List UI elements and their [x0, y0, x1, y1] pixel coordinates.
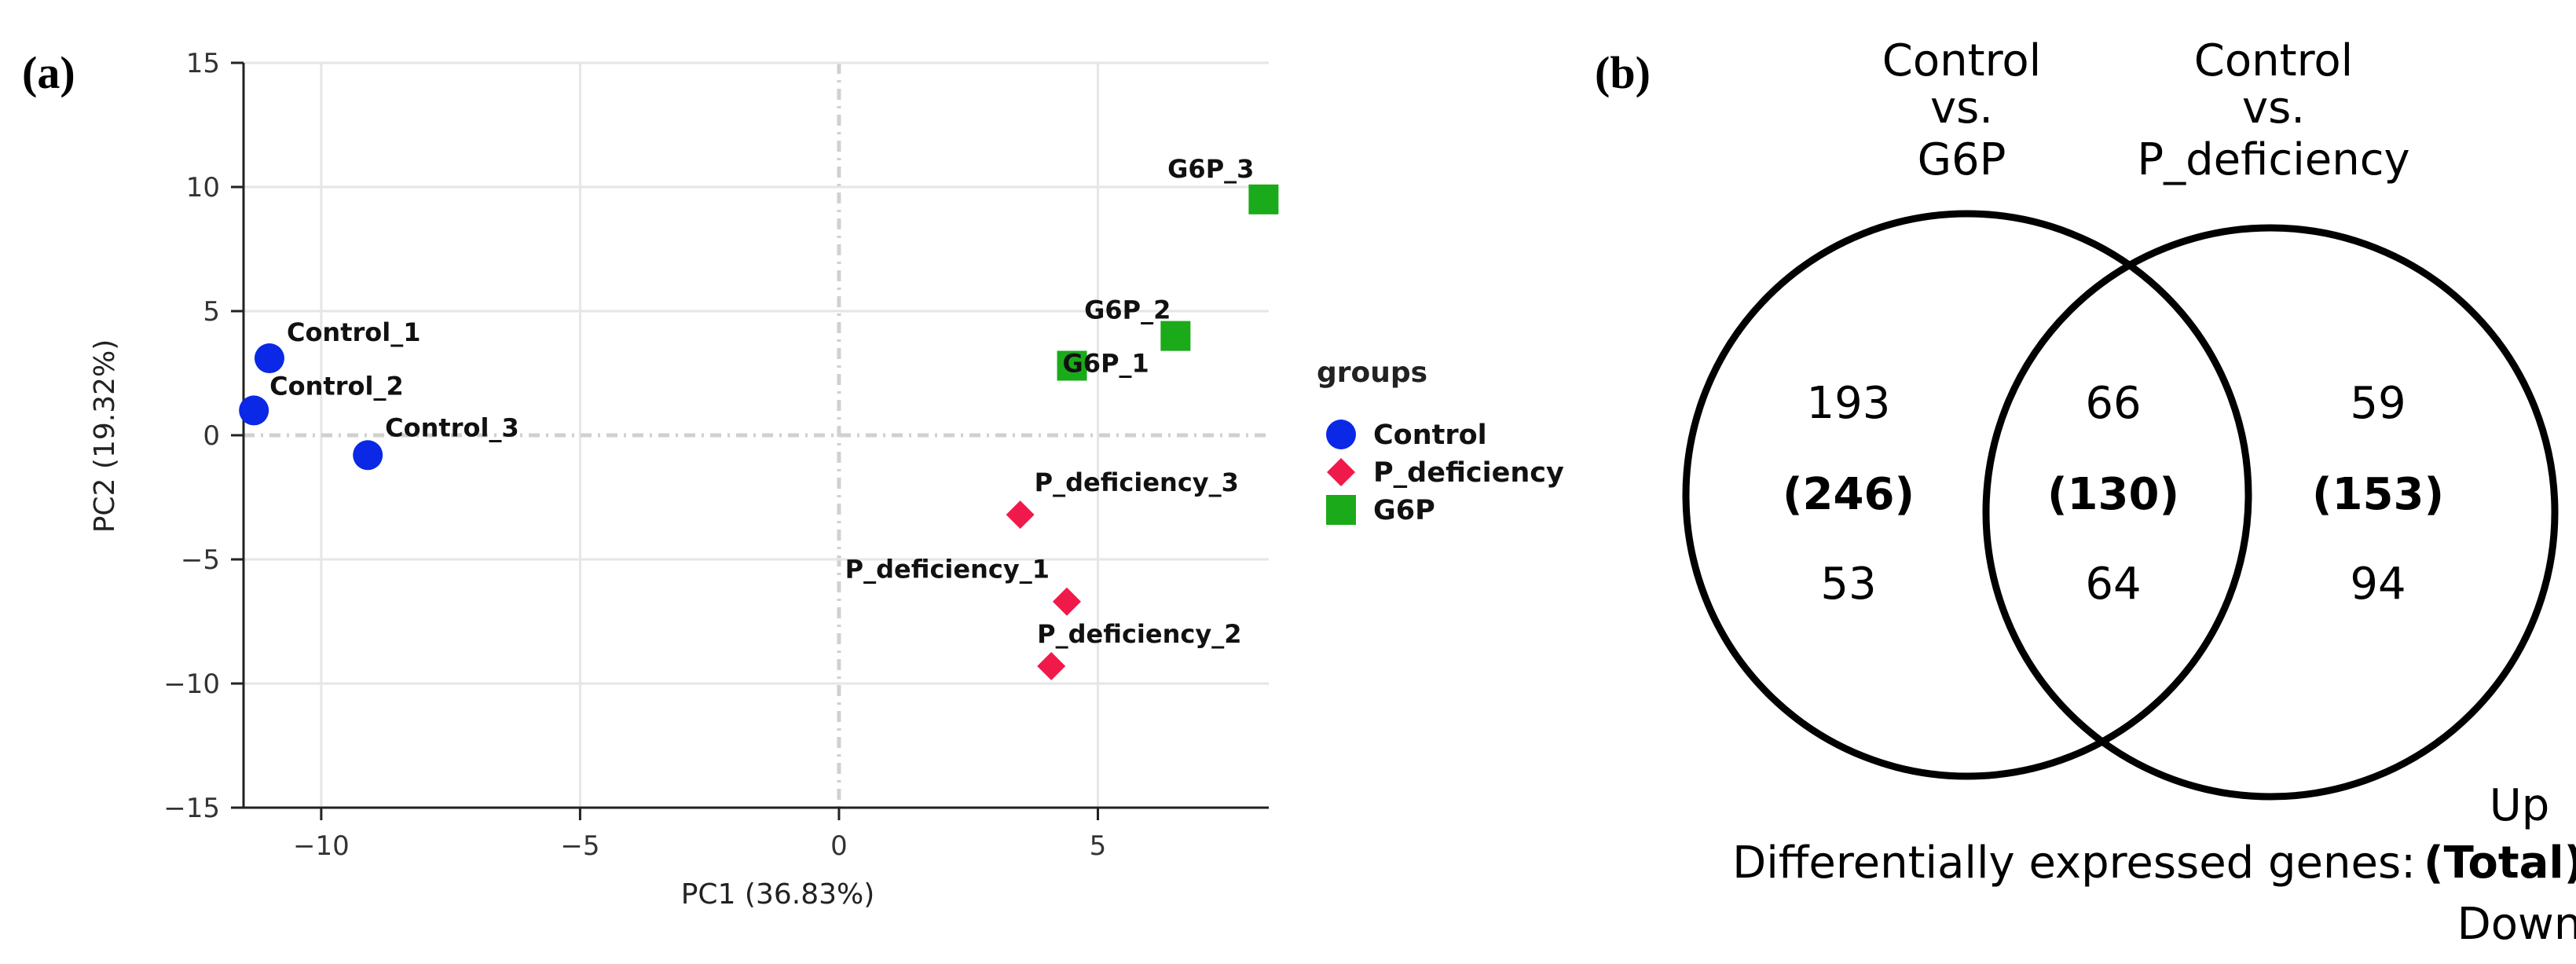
key-prefix: Differentially expressed genes: — [1732, 838, 2416, 889]
point-g6p-1 — [1057, 350, 1087, 381]
set-title-right: Control vs. P_deficiency — [2137, 35, 2409, 185]
key-total: (Total) — [2424, 838, 2576, 889]
venn-key: Up Differentially expressed genes: (Tota… — [1732, 780, 2576, 950]
point-control-3 — [353, 440, 383, 471]
point-p-deficiency-1 — [1052, 587, 1081, 616]
set-title-left-line-2: vs. — [1930, 82, 1993, 134]
y-tick-label: −5 — [181, 544, 220, 576]
set-title-left: Control vs. G6P — [1882, 35, 2041, 185]
legend-marker-g6p — [1326, 495, 1356, 525]
legend-marker-control — [1326, 420, 1356, 449]
set-title-right-line-1: Control — [2194, 35, 2353, 86]
venn-region-right: 59 (153) 94 — [2312, 378, 2444, 610]
legend-label: P_deficiency — [1373, 457, 1564, 489]
y-tick-label: 10 — [186, 172, 220, 203]
x-tick-label: −10 — [293, 830, 350, 862]
x-tick-label: −5 — [560, 830, 599, 862]
venn-left-total: (246) — [1783, 469, 1915, 520]
venn-circle-left — [1682, 210, 2252, 780]
point-control-2 — [239, 395, 269, 426]
point-label: P_deficiency_3 — [1035, 467, 1239, 497]
y-axis-label: PC2 (19.32%) — [89, 339, 121, 533]
venn-right-up: 59 — [2350, 378, 2406, 429]
point-label: Control_1 — [287, 317, 421, 347]
point-label: G6P_3 — [1167, 154, 1254, 184]
venn-region-left: 193 (246) 53 — [1783, 378, 1915, 610]
venn-right-down: 94 — [2350, 559, 2406, 610]
point-label: P_deficiency_2 — [1037, 619, 1241, 649]
pca-points — [239, 184, 1279, 680]
pca-y-tick-labels: 15 10 5 0 −5 −10 −15 — [163, 48, 220, 824]
y-tick-label: −10 — [163, 669, 220, 700]
point-p-deficiency-2 — [1037, 651, 1066, 680]
venn-intersection-total: (130) — [2047, 469, 2179, 520]
point-g6p-3 — [1248, 184, 1279, 214]
point-label: Control_2 — [269, 371, 404, 401]
legend-label: Control — [1373, 420, 1487, 451]
y-tick-label: 15 — [186, 48, 220, 79]
set-title-left-line-1: Control — [1882, 35, 2041, 86]
y-tick-label: 0 — [203, 420, 220, 452]
legend: groups Control P_deficiency G6P — [1317, 357, 1564, 526]
venn-region-intersection: 66 (130) 64 — [2047, 378, 2179, 610]
legend-marker-p-deficiency — [1327, 458, 1355, 486]
point-control-1 — [254, 343, 284, 374]
venn-intersection-up: 66 — [2085, 378, 2141, 429]
x-tick-label: 0 — [830, 830, 848, 862]
set-title-left-line-3: G6P — [1918, 134, 2006, 185]
legend-label: G6P — [1373, 495, 1435, 526]
key-down: Down — [2457, 899, 2576, 950]
point-g6p-2 — [1160, 321, 1191, 351]
legend-title: groups — [1317, 357, 1427, 389]
key-up: Up — [2490, 780, 2550, 831]
set-title-right-line-3: P_deficiency — [2137, 134, 2409, 185]
venn-left-down: 53 — [1820, 559, 1876, 610]
point-label: G6P_1 — [1063, 349, 1149, 379]
pca-axes — [231, 61, 1269, 820]
y-tick-label: 5 — [203, 296, 220, 328]
set-title-right-line-2: vs. — [2242, 82, 2305, 134]
y-tick-label: −15 — [163, 793, 220, 824]
venn-intersection-down: 64 — [2085, 559, 2141, 610]
point-label: P_deficiency_1 — [845, 555, 1050, 585]
panel-a-label: (a) — [22, 47, 75, 98]
x-tick-label: 5 — [1090, 830, 1107, 862]
pca-point-labels: Control_1 Control_2 Control_3 P_deficiency_… — [269, 154, 1254, 649]
point-label: G6P_2 — [1084, 295, 1171, 325]
pca-x-tick-labels: −10 −5 0 5 — [293, 830, 1106, 862]
x-axis-label: PC1 (36.83%) — [681, 878, 875, 911]
panel-b-label: (b) — [1595, 47, 1651, 98]
point-label: Control_3 — [385, 412, 519, 442]
panel-b: (b) Control vs. G6P Control vs. P_defici… — [1595, 35, 2576, 950]
point-p-deficiency-3 — [1006, 500, 1035, 530]
venn-left-up: 193 — [1807, 378, 1891, 429]
venn-right-total: (153) — [2312, 469, 2444, 520]
venn-circle-right — [1982, 224, 2559, 801]
